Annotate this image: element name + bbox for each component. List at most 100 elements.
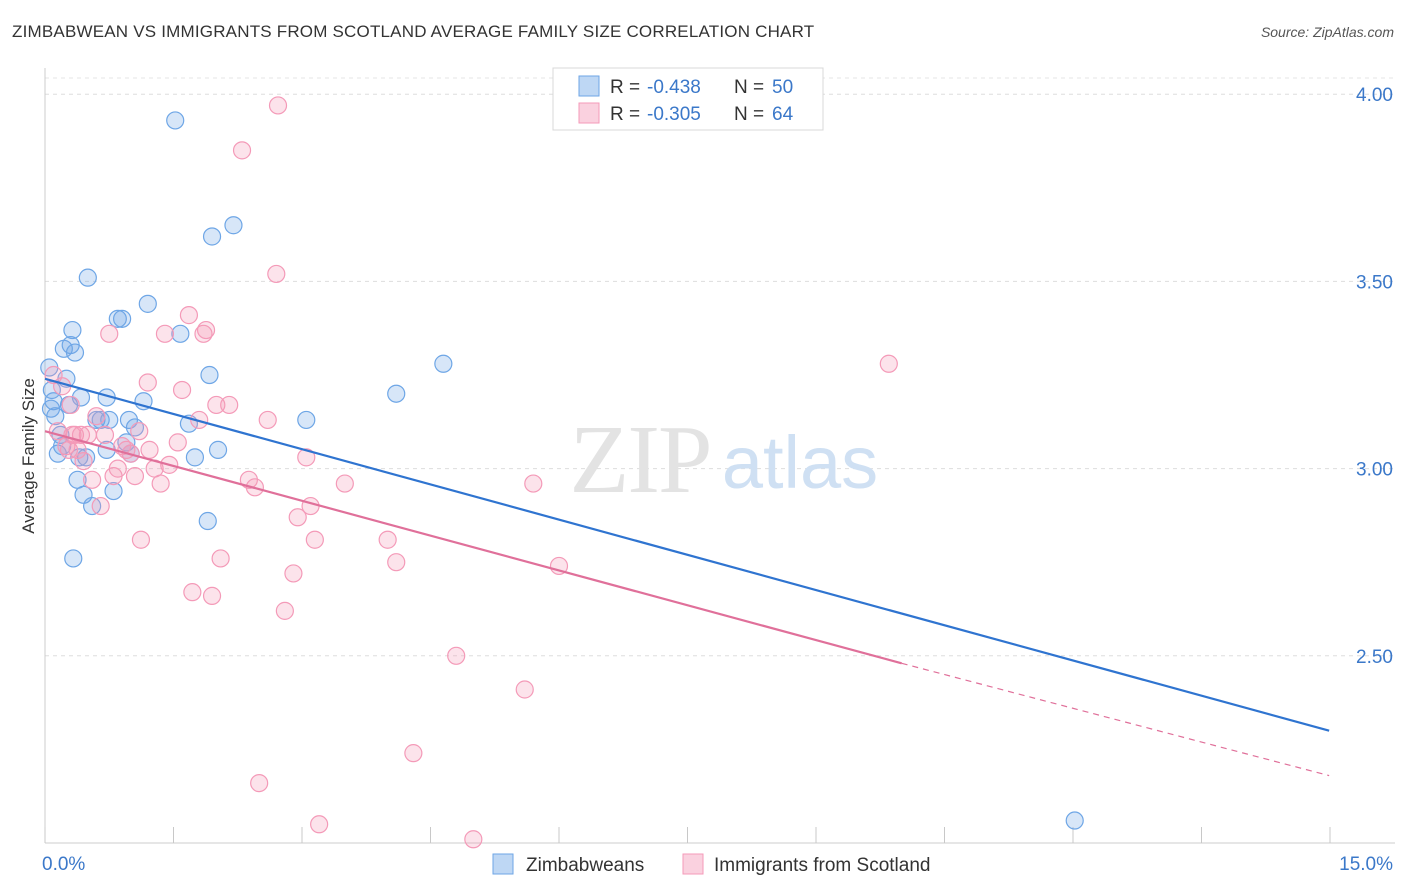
zimbabweans-point xyxy=(434,354,453,373)
scotland-point xyxy=(202,586,222,605)
scotland-point xyxy=(335,474,354,493)
zimbabweans-trend-line xyxy=(44,377,1330,732)
scotland-point xyxy=(404,744,423,763)
scotland-point xyxy=(378,530,397,549)
scotland-point xyxy=(196,320,216,340)
n-label: N = xyxy=(734,104,764,125)
scotland-point xyxy=(168,433,187,452)
scotland-point xyxy=(207,395,226,415)
scotland-point xyxy=(297,448,316,467)
scotland-point xyxy=(305,530,324,549)
scotland-point xyxy=(268,96,288,115)
source-credit: Source: ZipAtlas.com xyxy=(1260,24,1394,40)
scotland-point xyxy=(183,583,202,602)
zimbabweans-swatch xyxy=(578,75,600,97)
scotland-point xyxy=(524,474,543,493)
y-tick-label: 4.00 xyxy=(1356,85,1393,106)
zimbabweans-point xyxy=(224,216,243,235)
scotland-point xyxy=(138,373,157,392)
zimbabweans-legend-label: Zimbabweans xyxy=(526,855,644,876)
y-tick-label: 3.50 xyxy=(1356,272,1393,293)
scotland-point xyxy=(83,470,102,489)
series-legend: Zimbabweans Immigrants from Scotland xyxy=(492,853,930,876)
zimbabweans-point xyxy=(387,384,406,403)
n-value: 50 xyxy=(772,77,793,98)
n-label: N = xyxy=(734,77,764,98)
scotland-point xyxy=(232,141,252,160)
zimbabweans-point xyxy=(208,440,228,459)
x-tick-label-min: 0.0% xyxy=(42,854,85,875)
y-tick-label: 3.00 xyxy=(1356,460,1393,481)
scotland-point xyxy=(288,508,307,527)
zimbabweans-point xyxy=(297,410,316,430)
y-tick-label: 2.50 xyxy=(1356,647,1393,668)
scotland-point xyxy=(211,549,230,568)
data-points xyxy=(40,96,1084,849)
scotland-legend-label: Immigrants from Scotland xyxy=(714,855,930,876)
r-label: R = xyxy=(610,104,640,125)
zimbabweans-point xyxy=(78,268,97,287)
watermark-zip: ZIP xyxy=(570,406,711,514)
scotland-point xyxy=(310,815,329,834)
watermark-atlas: atlas xyxy=(722,421,878,504)
grid-lines xyxy=(45,77,1395,657)
scotland-point xyxy=(464,830,483,849)
zimbabweans-legend-swatch xyxy=(492,853,514,875)
scotland-legend-swatch xyxy=(682,853,704,875)
trend-lines xyxy=(44,377,1330,777)
n-value: 64 xyxy=(772,104,794,125)
scotland-trend-extension xyxy=(901,662,1330,777)
zimbabweans-point xyxy=(171,324,190,343)
scotland-point xyxy=(140,440,159,459)
stats-legend-box xyxy=(552,67,824,131)
zimbabweans-point xyxy=(119,410,139,430)
scotland-point xyxy=(100,324,119,343)
chart-title: ZIMBABWEAN VS IMMIGRANTS FROM SCOTLAND A… xyxy=(12,22,815,41)
scotland-point xyxy=(879,354,898,373)
watermark: ZIP atlas xyxy=(570,406,879,514)
stats-legend: R = -0.438 N = 50 R = -0.305 N = 64 xyxy=(552,67,824,131)
scotland-point xyxy=(179,306,199,325)
scotland-point xyxy=(258,410,277,430)
zimbabweans-point xyxy=(166,111,185,130)
scotland-point xyxy=(239,470,258,489)
r-label: R = xyxy=(610,77,640,98)
axes xyxy=(44,68,1395,844)
zimbabweans-point xyxy=(63,320,82,340)
scotland-point xyxy=(267,264,286,284)
zimbabweans-point xyxy=(104,481,123,501)
scotland-point xyxy=(275,601,294,620)
scotland-trend-line xyxy=(44,430,902,665)
scotland-point xyxy=(447,646,466,665)
scotland-point xyxy=(125,466,145,486)
scotland-point xyxy=(151,474,170,493)
zimbabweans-point xyxy=(138,294,157,313)
x-tick-label-max: 15.0% xyxy=(1339,854,1393,875)
r-value: -0.305 xyxy=(647,104,701,125)
scotland-point xyxy=(91,496,110,516)
zimbabweans-point xyxy=(185,448,205,467)
scotland-point xyxy=(284,564,303,583)
scotland-point xyxy=(68,440,87,459)
zimbabweans-point xyxy=(64,549,83,568)
scotland-point xyxy=(250,773,269,793)
scotland-point xyxy=(301,496,320,516)
scotland-point xyxy=(87,407,106,426)
scotland-point xyxy=(95,425,115,445)
zimbabweans-point xyxy=(202,227,222,246)
y-axis-label: Average Family Size xyxy=(19,378,38,534)
scotland-point xyxy=(515,680,534,699)
tick-labels: 2.50 3.00 3.50 4.00 0.0% 15.0% xyxy=(42,85,1393,875)
scotland-point xyxy=(155,324,175,343)
zimbabweans-point xyxy=(65,343,85,362)
zimbabweans-point xyxy=(108,309,127,328)
scotland-point xyxy=(387,553,406,572)
zimbabweans-point xyxy=(200,365,219,385)
scotland-point xyxy=(220,395,239,415)
zimbabweans-point xyxy=(1065,811,1084,830)
zimbabweans-point xyxy=(112,309,132,328)
zimbabweans-point xyxy=(198,511,217,531)
scotland-point xyxy=(108,459,127,478)
scotland-point xyxy=(53,377,72,396)
